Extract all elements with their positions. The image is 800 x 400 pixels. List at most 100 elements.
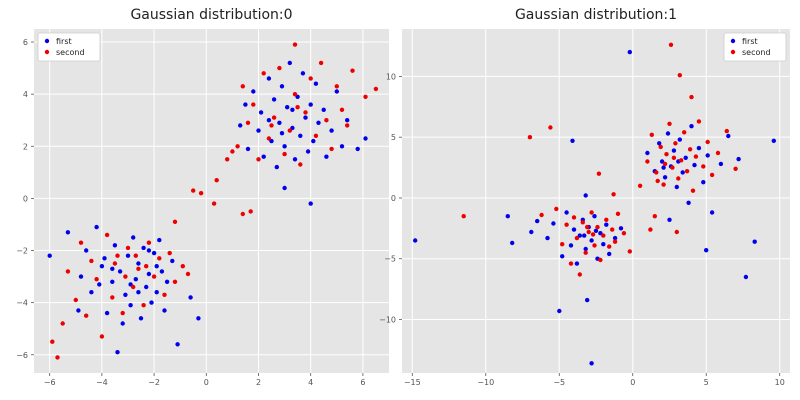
point-first (551, 221, 556, 226)
point-second (157, 256, 162, 261)
point-second (664, 152, 669, 157)
point-second (568, 261, 574, 266)
point-second (303, 110, 308, 115)
point-second (560, 242, 565, 247)
point-first (696, 145, 702, 151)
point-second (115, 253, 120, 258)
point-first (298, 133, 303, 138)
x-tick-label: −4 (96, 378, 108, 387)
point-first (144, 284, 149, 290)
point-second (198, 191, 204, 196)
point-first (345, 118, 350, 123)
point-second (571, 215, 577, 220)
point-first (110, 279, 115, 284)
point-first (149, 300, 154, 305)
point-first (329, 128, 334, 133)
y-tick-label: −10 (379, 316, 396, 325)
point-second (701, 164, 706, 169)
point-first (303, 115, 308, 120)
point-first (677, 137, 682, 142)
point-second (55, 355, 60, 360)
point-first (662, 175, 668, 180)
point-first (570, 138, 575, 143)
point-first (659, 159, 665, 164)
point-first (574, 261, 580, 266)
point-second (104, 232, 110, 238)
plot-area (402, 29, 790, 373)
point-first (162, 308, 167, 313)
x-tick-label: 5 (704, 378, 709, 387)
point-first (164, 279, 170, 284)
x-tick-label: −15 (404, 378, 421, 387)
y-tick-label: −6 (16, 351, 28, 360)
point-second (733, 166, 738, 171)
point-first (117, 269, 123, 274)
point-first (308, 201, 313, 206)
point-first (102, 256, 107, 261)
point-first (154, 264, 159, 269)
point-second (658, 144, 663, 150)
chart-title: Gaussian distribution:0 (130, 7, 292, 23)
point-second (123, 274, 128, 279)
point-second (324, 118, 329, 123)
point-second (167, 250, 172, 256)
point-first (84, 248, 89, 253)
point-first (657, 141, 662, 146)
point-first (277, 120, 282, 126)
point-first (290, 107, 295, 113)
x-tick-label: −10 (477, 378, 494, 387)
point-first (355, 146, 360, 152)
point-first (612, 235, 618, 241)
point-second (162, 292, 167, 297)
point-second (146, 240, 152, 245)
point-first (705, 153, 710, 158)
point-second (151, 274, 157, 279)
legend-label-first: first (742, 37, 758, 46)
point-first (282, 144, 287, 149)
point-second (172, 279, 178, 284)
point-second (677, 73, 682, 78)
point-first (279, 84, 285, 89)
point-second (682, 130, 687, 135)
point-second (230, 149, 235, 154)
point-first (604, 222, 609, 227)
x-tick-label: −5 (553, 378, 565, 387)
point-first (238, 123, 243, 128)
point-second (185, 271, 191, 277)
point-first (583, 246, 588, 252)
point-second (667, 121, 672, 127)
point-first (120, 321, 125, 326)
y-tick-label: 2 (23, 142, 28, 151)
point-first (282, 185, 287, 191)
point-first (133, 277, 138, 282)
point-second (240, 84, 245, 89)
point-first (571, 227, 577, 232)
point-first (311, 138, 316, 144)
series-second (461, 42, 738, 277)
point-second (350, 68, 355, 73)
point-second (373, 86, 379, 92)
point-second (548, 125, 553, 130)
y-tick-label: 6 (23, 38, 28, 47)
point-first (665, 131, 671, 136)
point-first (97, 282, 102, 287)
point-second (271, 115, 277, 120)
point-second (611, 192, 616, 197)
point-second (696, 119, 702, 124)
point-first (125, 253, 131, 258)
point-first (146, 271, 152, 277)
point-second (654, 170, 659, 175)
legend-label-second: second (742, 48, 771, 57)
point-second (652, 214, 657, 219)
point-second (73, 297, 79, 303)
point-second (298, 162, 303, 167)
y-tick-label: 5 (391, 133, 396, 142)
y-tick-label: −5 (384, 255, 396, 264)
point-first (726, 133, 731, 139)
point-second (690, 188, 696, 193)
point-first (413, 238, 418, 243)
point-first (560, 254, 565, 259)
point-first (510, 240, 515, 246)
point-second (261, 71, 266, 76)
point-second (627, 249, 632, 254)
